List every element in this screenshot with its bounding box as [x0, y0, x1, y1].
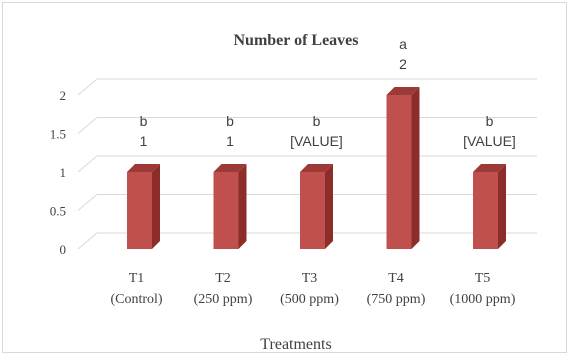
y-tick-label: 0 [60, 242, 67, 257]
chart-frame [2, 2, 567, 353]
bar-front [127, 172, 152, 249]
bar-side [411, 87, 420, 249]
bar-top [213, 164, 247, 172]
bar-front [473, 172, 498, 249]
bar-top [300, 164, 333, 172]
x-tick-label: T2 [215, 271, 231, 286]
x-tick-sublabel: (Control) [110, 292, 162, 307]
y-tick-label: 0.5 [50, 204, 66, 219]
bar-side [238, 164, 247, 249]
bar-side [152, 164, 160, 249]
bar-front [386, 95, 412, 249]
data-label: 1 [140, 133, 148, 149]
x-tick-label: T1 [129, 271, 145, 286]
x-tick-label: T4 [388, 271, 404, 286]
x-tick-label: T5 [475, 271, 491, 286]
bar-side [498, 164, 506, 249]
chart-title: Number of Leaves [233, 32, 358, 49]
y-tick-label: 2 [60, 88, 67, 103]
bar-front [300, 172, 325, 249]
x-tick-sublabel: (500 ppm) [280, 292, 339, 307]
data-label: 2 [399, 56, 407, 72]
significance-letter: b [140, 113, 148, 129]
significance-letter: a [399, 36, 407, 52]
bar-top [127, 164, 160, 172]
data-label: 1 [226, 133, 234, 149]
data-label: [VALUE] [463, 133, 516, 149]
bar-front [213, 172, 239, 249]
bar-top [473, 164, 506, 172]
significance-letter: b [226, 113, 234, 129]
x-axis-label: Treatments [260, 336, 331, 353]
data-label: [VALUE] [290, 133, 343, 149]
y-tick-label: 1 [60, 165, 67, 180]
x-tick-sublabel: (250 ppm) [194, 292, 253, 307]
bar [386, 87, 420, 249]
x-tick-label: T3 [302, 271, 318, 286]
bar [473, 164, 506, 249]
y-tick-label: 1.5 [50, 127, 66, 142]
bar [127, 164, 160, 249]
bar-side [325, 164, 333, 249]
bar-top [386, 87, 420, 95]
bar [300, 164, 333, 249]
x-tick-sublabel: (750 ppm) [367, 292, 426, 307]
gridline [77, 78, 537, 96]
significance-letter: b [313, 113, 321, 129]
significance-letter: b [486, 113, 494, 129]
x-tick-sublabel: (1000 ppm) [450, 292, 516, 307]
bar [213, 164, 247, 249]
